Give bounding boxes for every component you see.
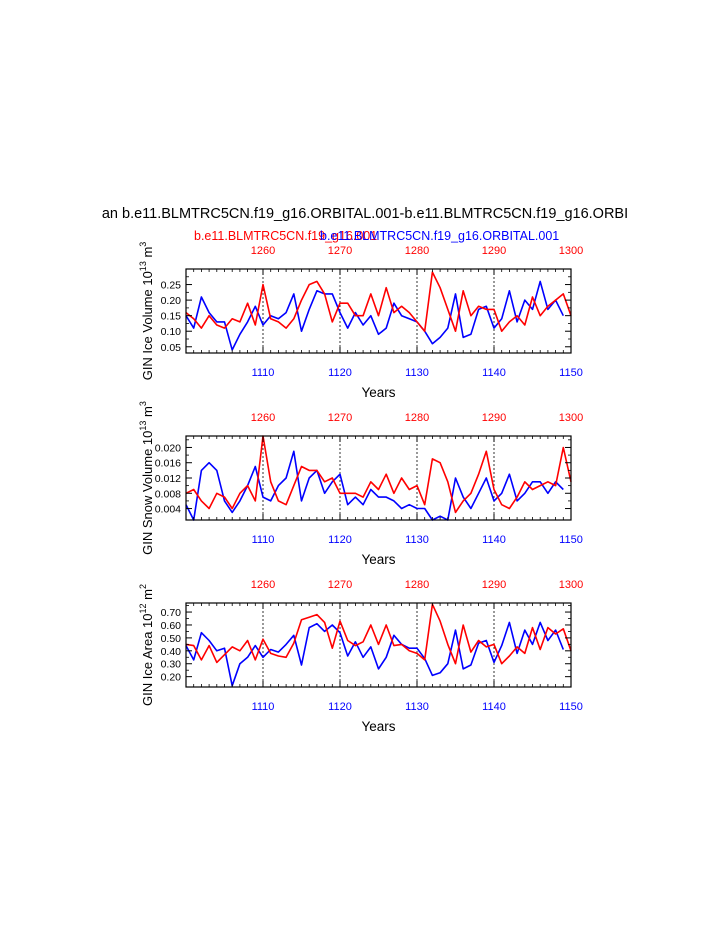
x-tick-label-bottom: 1140 — [482, 367, 506, 379]
y-axis-label-unit: m — [140, 589, 155, 603]
x-axis-label: Years — [361, 719, 395, 734]
panel-3: 1110 1120 1130 1140 1150 1260 1270 1280 1290 1300… — [138, 579, 583, 734]
y-tick-label: 0.60 — [161, 620, 182, 632]
y-axis-label-exponent: 13 — [138, 421, 148, 431]
x-tick-label-bottom: 1120 — [328, 367, 352, 379]
legend-blue-series-label: b.e11.BLMTRC5CN.f19_g16.ORBITAL.001 — [320, 229, 559, 243]
x-tick-label-bottom: 1150 — [559, 367, 583, 379]
x-tick-label-bottom: 1130 — [405, 534, 429, 546]
y-tick-label: 0.05 — [161, 342, 182, 354]
y-tick-label: 0.012 — [155, 473, 181, 485]
x-tick-label-top: 1290 — [482, 245, 506, 257]
x-tick-label-top: 1290 — [482, 412, 506, 424]
blue-series-line — [185, 280, 565, 351]
y-tick-label: 0.15 — [161, 311, 182, 323]
legend-red-series-label: b.e11.BLMTRC5CN.f19_g16.001 — [194, 229, 377, 243]
y-tick-label: 0.25 — [161, 280, 182, 292]
x-tick-label-bottom: 1120 — [328, 701, 352, 713]
x-tick-label-bottom: 1150 — [559, 534, 583, 546]
x-tick-label-top: 1280 — [405, 245, 429, 257]
x-tick-label-top: 1300 — [559, 412, 583, 424]
red-series-line — [185, 271, 572, 333]
y-axis-label: GIN Snow Volume 1013 m3 — [138, 401, 155, 555]
x-axis-label: Years — [361, 552, 395, 567]
y-tick-label: 0.020 — [155, 442, 181, 454]
x-tick-label-top: 1280 — [405, 579, 429, 591]
y-tick-label: 0.004 — [155, 504, 181, 516]
red-series-line — [185, 603, 572, 665]
y-axis-label-text: GIN Ice Area 10 — [140, 613, 155, 706]
y-tick-label: 0.008 — [155, 488, 181, 500]
x-tick-label-top: 1280 — [405, 412, 429, 424]
x-tick-label-bottom: 1120 — [328, 534, 352, 546]
figure-title: an b.e11.BLMTRC5CN.f19_g16.ORBITAL.001-b… — [102, 206, 628, 222]
x-tick-label-bottom: 1130 — [405, 367, 429, 379]
x-tick-label-bottom: 1130 — [405, 701, 429, 713]
x-tick-label-bottom: 1140 — [482, 534, 506, 546]
y-axis-label-unit: m — [140, 406, 155, 420]
x-axis-label: Years — [361, 385, 395, 400]
y-tick-label: 0.016 — [155, 458, 181, 470]
panel-1: 1110 1120 1130 1140 1150 1260 1270 1280 1290 1300… — [138, 242, 583, 400]
x-tick-label-top: 1270 — [328, 579, 352, 591]
y-axis-label-unit-exponent: 3 — [138, 401, 148, 406]
plot-frame — [185, 435, 572, 521]
y-axis-label: GIN Ice Volume 1013 m3 — [138, 242, 155, 381]
x-tick-label-bottom: 1140 — [482, 701, 506, 713]
y-axis-label-exponent: 12 — [138, 603, 148, 613]
y-axis-label: GIN Ice Area 1012 m2 — [138, 584, 155, 706]
panels-group: 1110 1120 1130 1140 1150 1260 1270 1280 1290 1300… — [138, 242, 583, 734]
x-tick-label-bottom: 1110 — [252, 534, 275, 546]
y-axis-label-text: GIN Ice Volume 10 — [140, 271, 155, 380]
x-tick-label-top: 1260 — [251, 579, 275, 591]
x-tick-label-top: 1300 — [559, 579, 583, 591]
x-tick-label-top: 1300 — [559, 245, 583, 257]
x-tick-label-top: 1260 — [251, 412, 275, 424]
y-tick-label: 0.70 — [161, 607, 182, 619]
x-tick-label-top: 1260 — [251, 245, 275, 257]
panel-2: 1110 1120 1130 1140 1150 1260 1270 1280 1290 1300… — [138, 401, 583, 567]
x-tick-label-top: 1270 — [328, 412, 352, 424]
y-tick-label: 0.10 — [161, 326, 182, 338]
y-tick-label: 0.20 — [161, 672, 182, 684]
x-tick-label-top: 1290 — [482, 579, 506, 591]
y-axis-label-unit: m — [140, 247, 155, 261]
y-tick-label: 0.40 — [161, 646, 182, 658]
y-tick-label: 0.50 — [161, 633, 182, 645]
y-tick-label: 0.20 — [161, 295, 182, 307]
y-axis-label-unit-exponent: 2 — [138, 584, 148, 589]
x-tick-label-top: 1270 — [328, 245, 352, 257]
y-axis-label-text: GIN Snow Volume 10 — [140, 431, 155, 555]
blue-series-line — [185, 450, 564, 521]
y-axis-label-unit-exponent: 3 — [138, 242, 148, 247]
x-tick-label-bottom: 1110 — [252, 701, 275, 713]
x-tick-label-bottom: 1110 — [252, 367, 275, 379]
x-tick-label-bottom: 1150 — [559, 701, 583, 713]
y-tick-label: 0.30 — [161, 659, 182, 671]
blue-series-line — [185, 621, 565, 687]
y-axis-label-exponent: 13 — [138, 261, 148, 271]
red-series-line — [185, 435, 572, 514]
